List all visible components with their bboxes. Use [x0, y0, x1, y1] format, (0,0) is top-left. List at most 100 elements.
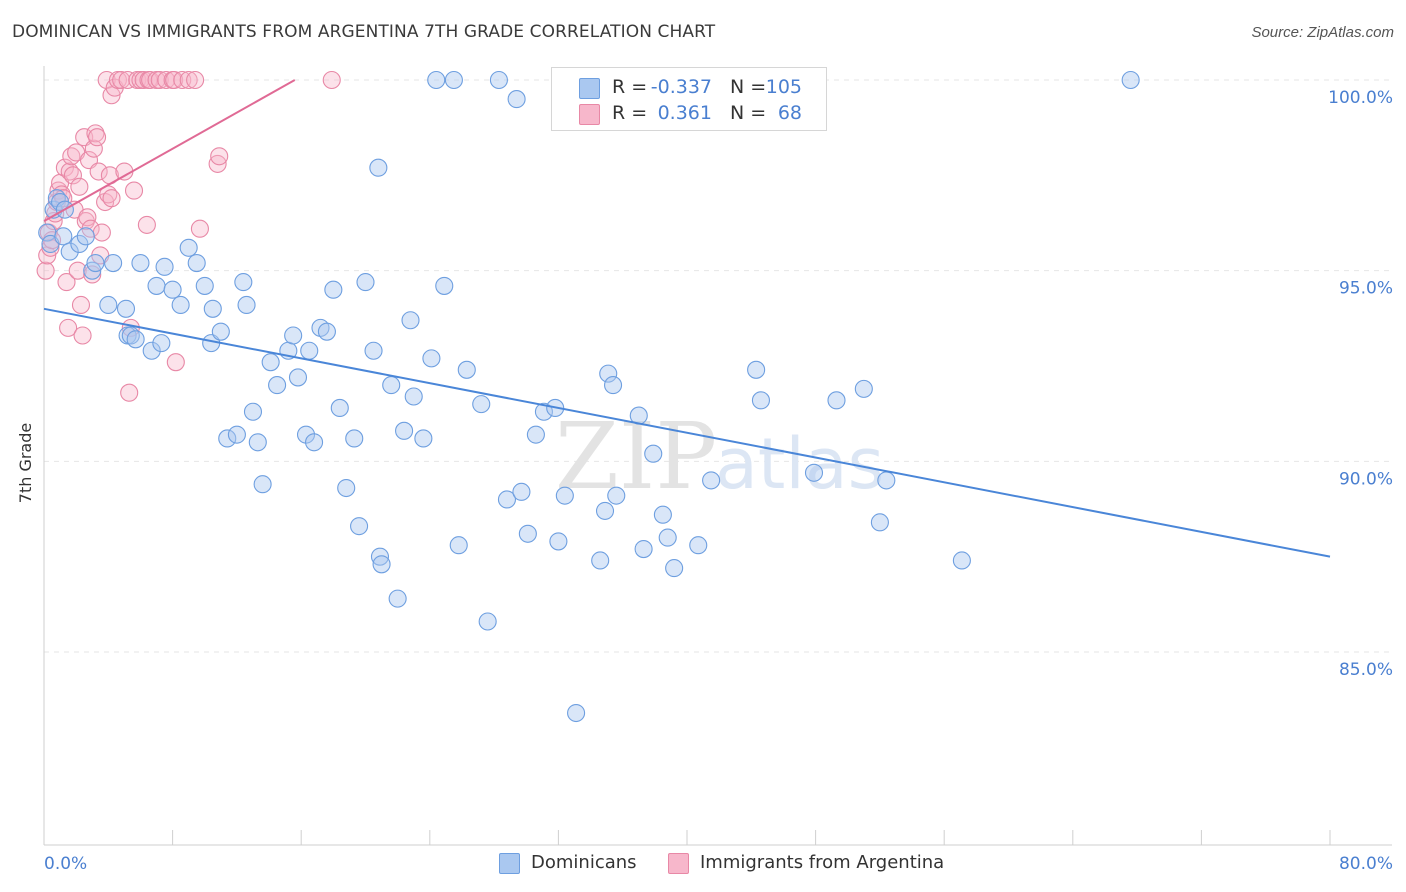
dominican-point [435, 276, 454, 295]
dominican-point [345, 429, 364, 448]
x-tick-label: 80.0% [1339, 854, 1393, 874]
dominican-point [330, 398, 349, 417]
argentina-point [137, 215, 156, 234]
dominican-point [604, 376, 623, 395]
argentina-point [118, 70, 137, 90]
argentina-point [87, 128, 107, 147]
tick-labels: 100.0% 95.0% 90.0% 85.0% 0.0% 80.0% [44, 88, 1393, 874]
argentina-point [41, 238, 60, 257]
dominican-point [512, 482, 531, 501]
y-tick-label: 90.0% [1339, 469, 1393, 489]
dominican-point [404, 387, 423, 406]
dominican-point [372, 555, 391, 574]
y-tick-label: 95.0% [1339, 279, 1393, 299]
dominican-point [555, 486, 574, 505]
dominican-point [422, 349, 441, 368]
dominican-point [653, 505, 672, 524]
legend-swatch-dominicans [499, 853, 520, 874]
dominican-point [567, 703, 586, 723]
y-tick-label: 85.0% [1339, 660, 1393, 680]
dominican-point [261, 353, 280, 372]
dominican-point [60, 242, 79, 261]
legend-row-dominicans: R = -0.337 N = 105 [552, 75, 826, 101]
legend-r-value: -0.337 [650, 76, 712, 98]
dominican-point [227, 425, 246, 444]
dominican-point [369, 158, 388, 177]
legend-r-label: R = [612, 102, 648, 124]
dominican-point [388, 589, 407, 608]
y-axis-label: 7th Grade [16, 422, 35, 504]
argentina-point [208, 154, 227, 173]
dominican-point [142, 341, 161, 360]
dominican-point [218, 429, 237, 448]
argentina-point [134, 70, 153, 90]
legend-n-label: N = [730, 76, 767, 98]
trend-lines [43, 79, 1331, 558]
legend-swatch-argentina [579, 104, 600, 125]
dominican-point [163, 280, 182, 299]
argentina-point [63, 166, 82, 185]
dominican-point [427, 70, 446, 90]
dominican-point [634, 539, 653, 559]
dominican-point [243, 402, 263, 421]
legend-label-argentina: Immigrants from Argentina [700, 852, 945, 873]
dominican-point [268, 376, 287, 395]
axes [43, 66, 1392, 846]
dominican-point [131, 253, 150, 273]
argentina-point [71, 295, 91, 315]
dominican-point [171, 295, 190, 315]
legend-n-label: N = [730, 102, 767, 124]
dominican-point [658, 528, 677, 547]
argentina-point [141, 70, 160, 90]
legend-r-value: 0.361 [657, 102, 712, 124]
argentina-point [322, 70, 341, 90]
legend-n-value: 68 [777, 102, 802, 124]
argentina-point [210, 147, 229, 166]
argentina-point [173, 70, 192, 90]
argentina-point [36, 261, 55, 280]
dominican-point [644, 444, 663, 463]
dominican-point [457, 360, 476, 379]
legend-n-value: 105 [765, 76, 802, 98]
dominican-point [478, 612, 497, 631]
dominican-point [518, 524, 537, 543]
dominican-point [526, 425, 545, 444]
dominican-point [54, 227, 73, 246]
legend-label-dominicans: Dominicans [531, 852, 637, 873]
dominican-point [702, 471, 721, 490]
legend-swatch-argentina [668, 853, 689, 874]
dominican-points [38, 70, 1140, 723]
dominican-point [147, 276, 166, 295]
dominican-point [116, 299, 136, 318]
dominican-point [489, 70, 508, 90]
dominican-point [472, 395, 491, 414]
dominican-point [284, 326, 303, 345]
gridlines [44, 79, 1392, 653]
dominican-point [497, 490, 517, 509]
dominican-point [364, 341, 383, 360]
dominican-point [599, 364, 618, 383]
dominican-point [356, 273, 375, 292]
dominican-point [665, 559, 684, 578]
legend-row-argentina: R = 0.361 N = 68 [552, 101, 826, 127]
argentina-points [36, 70, 341, 402]
dominican-point [534, 402, 553, 421]
argentina-point [92, 223, 111, 242]
dominican-point [854, 379, 873, 398]
argentina-point [78, 208, 97, 227]
dominican-point [382, 376, 401, 395]
argentina-point [102, 189, 121, 208]
argentina-point [124, 181, 144, 200]
dominican-point [395, 421, 414, 440]
source-label: Source: ZipAtlas.com [1251, 24, 1394, 41]
dominican-point [305, 433, 324, 452]
legend-swatch-dominicans [579, 78, 600, 99]
dominican-point [76, 227, 95, 246]
dominican-point [827, 391, 846, 410]
argentina-point [120, 383, 139, 402]
dominican-point [370, 547, 390, 566]
dominican-point [337, 478, 356, 498]
dominican-point [152, 334, 171, 353]
dominican-point [70, 234, 89, 254]
